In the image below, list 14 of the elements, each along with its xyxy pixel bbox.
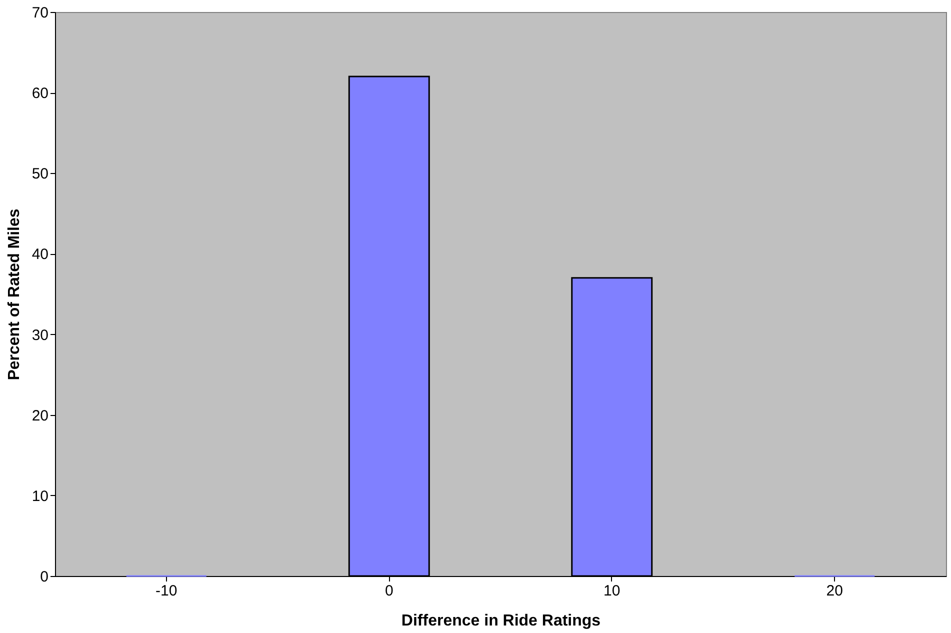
y-tick-label: 10	[32, 488, 48, 505]
x-tick-label: 0	[384, 582, 394, 600]
y-tick-label: 50	[32, 166, 48, 183]
y-tick-label: 30	[32, 326, 48, 344]
x-tick-label: 10	[604, 582, 620, 600]
y-tick-label: 20	[32, 407, 48, 424]
y-tick-label: 60	[32, 85, 48, 102]
y-tick-label: 0	[40, 568, 48, 586]
x-axis-title: Difference in Ride Ratings	[401, 612, 601, 630]
x-tick-label: -10	[156, 582, 178, 600]
y-tick-label: 40	[32, 246, 48, 264]
x-tick-label: 20	[826, 582, 843, 600]
y-axis-title: Percent of Rated Miles	[6, 208, 23, 380]
y-tick-label: 70	[32, 4, 48, 22]
